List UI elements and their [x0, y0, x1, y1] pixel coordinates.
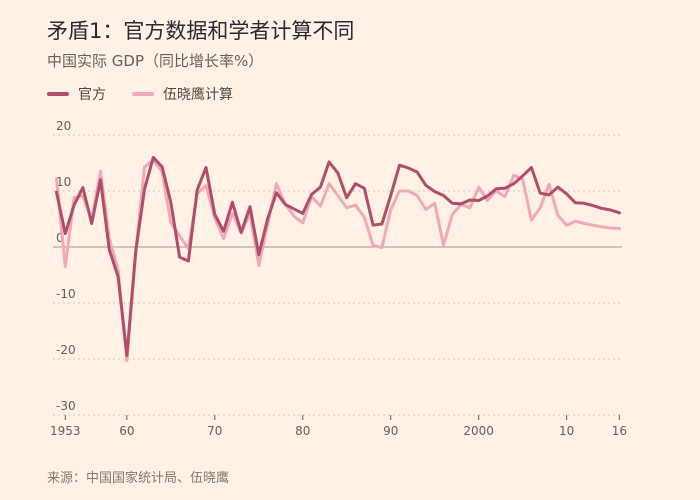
legend-swatch-wu: [132, 92, 154, 96]
x-tick-label: 2000: [463, 424, 494, 438]
x-tick-label: 16: [612, 424, 627, 438]
x-tick-label: 80: [295, 424, 310, 438]
x-tick-label: 1953: [50, 424, 81, 438]
x-tick-label: 70: [207, 424, 222, 438]
chart-title: 矛盾1：官方数据和学者计算不同: [47, 19, 355, 43]
y-tick-label: -20: [56, 343, 76, 357]
legend-item-official: 官方: [47, 84, 106, 104]
series-line-official: [55, 155, 621, 358]
chart-subtitle: 中国实际 GDP（同比增长率%）: [47, 52, 264, 70]
legend-label-wu: 伍晓鹰计算: [163, 87, 233, 103]
legend-item-wu: 伍晓鹰计算: [132, 84, 233, 104]
source-note: 来源：中国国家统计局、伍晓鹰: [47, 471, 230, 486]
y-tick-label: -30: [56, 399, 76, 413]
x-tick-label: 10: [559, 424, 574, 438]
series-line-wu: [55, 158, 621, 363]
legend-label-official: 官方: [78, 87, 106, 103]
x-tick-label: 90: [383, 424, 398, 438]
legend-swatch-official: [47, 92, 69, 96]
chart-legend: 官方 伍晓鹰计算: [47, 84, 259, 104]
y-tick-label: 20: [56, 119, 71, 133]
x-tick-label: 60: [119, 424, 134, 438]
y-tick-label: -10: [56, 287, 76, 301]
y-tick-label: 10: [56, 175, 71, 189]
y-tick-label: 0: [56, 231, 64, 245]
